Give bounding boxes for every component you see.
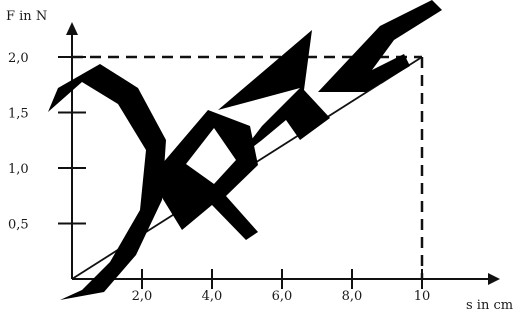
- y-tick-label-0: 0,5: [8, 218, 29, 233]
- watermark-letter-r: [150, 110, 258, 240]
- y-tick-label-2: 1,5: [8, 107, 29, 122]
- y-axis-arrowhead: [66, 22, 78, 35]
- watermark-letter-a: [218, 30, 330, 160]
- x-tick-label-4: 10: [414, 289, 431, 304]
- draft-watermark: [48, 0, 442, 300]
- y-tick-label-1: 1,0: [8, 162, 29, 177]
- x-axis-arrowhead: [488, 273, 500, 285]
- y-axis-label: F in N: [6, 9, 47, 24]
- y-tick-label-3: 2,0: [8, 51, 29, 66]
- x-tick-label-0: 2,0: [132, 289, 153, 304]
- x-axis-label: s in cm: [466, 298, 513, 313]
- watermark-letter-f: [318, 0, 442, 92]
- x-tick-label-1: 4,0: [202, 289, 223, 304]
- watermark-letter-d: [48, 64, 166, 300]
- labels-group: F in N s in cm 2,0 4,0 6,0 8,0 10 0,5 1,0 1,5 2,…: [6, 9, 513, 313]
- x-tick-label-2: 6,0: [272, 289, 293, 304]
- x-tick-label-3: 8,0: [342, 289, 363, 304]
